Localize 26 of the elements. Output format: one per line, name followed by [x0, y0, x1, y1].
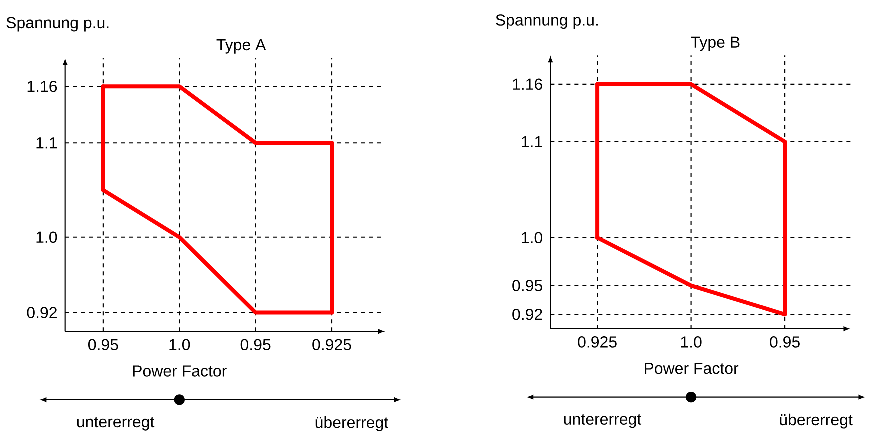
- x-tick-label: 0.925: [312, 339, 352, 351]
- y-axis-title: Spannung p.u.: [496, 14, 598, 30]
- y-tick-label: 1.1: [36, 138, 58, 149]
- x-tick-label: 0.95: [770, 336, 800, 348]
- y-tick-label: 1.16: [513, 78, 542, 90]
- text: untererregt: [78, 417, 155, 431]
- chart-title: Type A: [216, 39, 266, 54]
- y-tick-label: 1.0: [36, 232, 58, 244]
- y-tick-label: 0.92: [27, 307, 57, 318]
- chart-title: Type B: [691, 36, 740, 52]
- x-axis-title: Power Factor: [645, 363, 739, 374]
- text: untererregt: [564, 414, 642, 428]
- x-tick-label: 1.0: [681, 336, 702, 348]
- text: übererregt: [316, 416, 388, 432]
- text: übererregt: [780, 414, 853, 429]
- x-tick-label: 0.925: [578, 336, 617, 348]
- x-tick-label: 1.0: [170, 339, 190, 351]
- y-tick-label: 0.95: [512, 280, 542, 292]
- x-axis-title: Power Factor: [133, 366, 227, 377]
- y-axis-title: Spannung p.u.: [6, 17, 109, 32]
- y-tick-label: 1.0: [522, 232, 542, 244]
- x-tick-label: 0.95: [240, 339, 271, 351]
- x-tick-label: 0.95: [88, 339, 118, 351]
- y-tick-label: 1.1: [522, 136, 542, 148]
- y-tick-label: 0.92: [512, 308, 542, 320]
- y-tick-label: 1.16: [28, 80, 58, 92]
